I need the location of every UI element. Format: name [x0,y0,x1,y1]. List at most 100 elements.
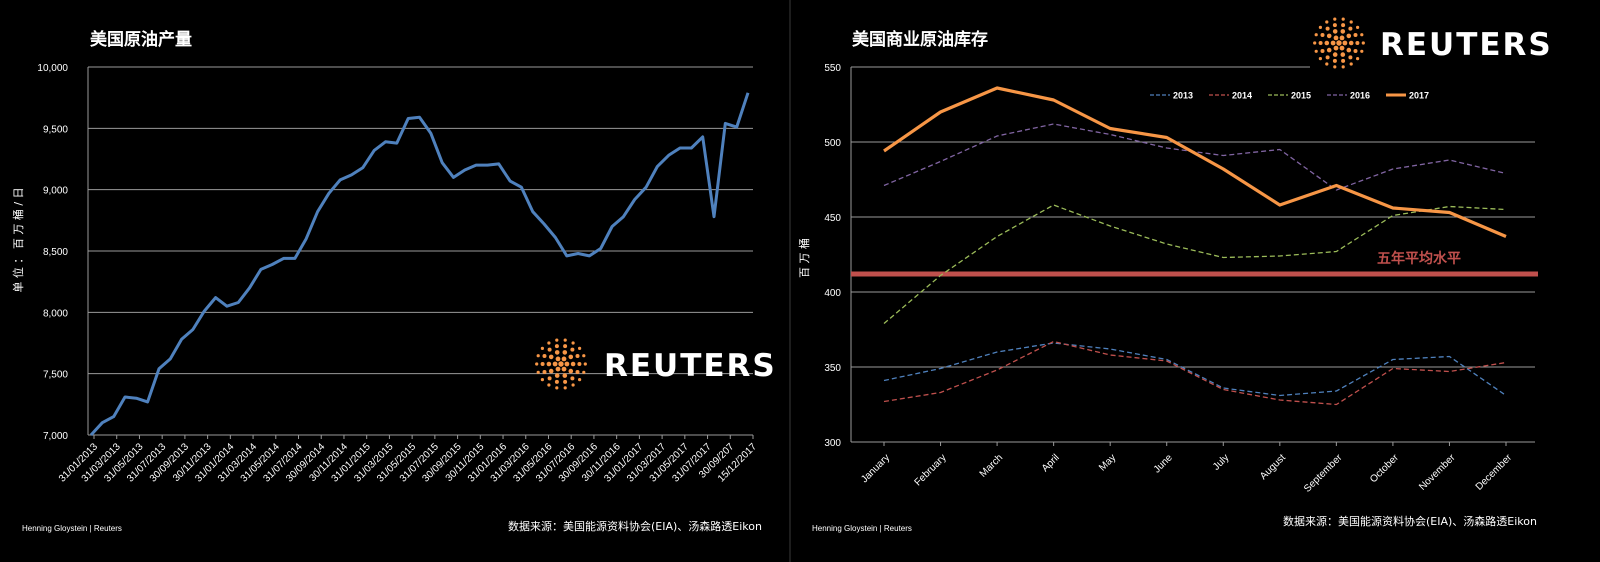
logo-dot [547,376,552,381]
chart-right-y-label: 百 万 桶 [797,238,811,278]
logo-dot [542,370,547,374]
reuters-logo-icon [535,338,587,390]
logo-dot [1360,49,1364,53]
x-tick-label: November [1417,452,1458,493]
y-tick-label: 500 [824,138,841,149]
logo-dot [1313,41,1317,45]
legend-label-2014: 2014 [1232,91,1252,101]
logo-dot [1314,33,1318,37]
logo-dot [568,354,574,360]
y-tick-label: 9,500 [43,124,68,135]
x-tick-label: March [978,452,1005,479]
logo-dot [555,338,559,342]
logo-dot [1320,33,1325,37]
logo-dot [1353,33,1358,37]
logo-dot [554,373,560,378]
logo-dot [562,373,568,378]
logo-dot [561,356,567,362]
y-tick-label: 400 [824,288,841,299]
logo-dot [547,347,552,352]
logo-dot [548,354,554,360]
logo-dot [1339,45,1345,51]
y-tick-label: 450 [824,213,841,224]
logo-dot [578,346,582,350]
reuters-logo-icon [1313,17,1365,69]
logo-dot [547,383,551,387]
logo-dot [554,344,559,349]
chart-left-credit: Henning Gloystein | Reuters [22,524,122,533]
x-tick-label: December [1474,452,1515,493]
x-tick-label: May [1097,452,1118,473]
chart-left-title: 美国原油产量 [90,29,192,50]
logo-dot [1341,17,1345,21]
y-tick-label: 8,000 [43,308,68,319]
logo-dot [552,361,558,367]
logo-dot [1318,25,1322,29]
logo-dot [582,354,586,358]
logo-dot [561,366,567,372]
logo-dot [536,354,540,358]
logo-dot [563,379,568,384]
logo-dot [563,344,568,349]
logo-dot [554,379,559,384]
logo-dot [1325,55,1330,60]
logo-dot [555,386,559,390]
logo-dot [1346,33,1352,39]
logo-dot [578,378,582,382]
x-tick-label: June [1152,452,1175,475]
chart-right: 美国商业原油库存 300 350 400 450 500 550 January Febru… [797,14,1551,533]
legend-label-2013: 2013 [1173,91,1193,101]
logo-dot [1341,23,1346,28]
y-tick-label: 7,000 [43,431,68,442]
y-tick-label: 9,000 [43,186,68,197]
logo-dot [1314,49,1318,53]
logo-dot [1356,57,1360,61]
x-tick-label: April [1040,452,1062,474]
logo-dot [1340,29,1346,34]
series-line-2015 [883,204,1507,324]
y-tick-label: 8,500 [43,247,68,258]
y-tick-label: 7,500 [43,370,68,381]
reuters-wordmark: REUTERS [604,348,777,384]
logo-dot [1360,33,1364,37]
logo-dot [1341,58,1346,63]
legend-label-2016: 2016 [1350,91,1370,101]
logo-dot [1332,29,1338,34]
logo-dot [1346,47,1352,53]
logo-dot [1349,20,1353,24]
chart-right-gridlines [850,66,1535,443]
chart-right-legend: 2013 2014 2015 2016 2017 [1150,91,1429,101]
logo-dot [548,368,554,374]
logo-dot [1325,20,1329,24]
logo-dot [568,368,574,374]
legend-label-2015: 2015 [1291,91,1311,101]
logo-dot [555,356,561,362]
y-tick-label: 300 [824,438,841,449]
chart-left-y-label: 单 位 ： 百 万 桶 / 日 [11,187,25,292]
logo-dot [575,370,580,374]
chart-left-series-line [89,92,750,437]
logo-dot [1353,49,1358,53]
logo-dot [1325,26,1330,31]
logo-dot [1336,40,1342,46]
chart-right-x-ticks: January February March April May June July Augu… [859,442,1515,495]
logo-dot [570,347,575,352]
logo-dot [540,362,545,366]
logo-dot [535,362,539,366]
x-tick-label: September [1302,452,1345,495]
logo-dot [571,383,575,387]
logo-dot [563,386,567,390]
chart-right-series [883,86,1507,406]
y-tick-label: 550 [824,63,841,74]
series-line-2017 [883,86,1507,238]
y-tick-label: 10,000 [37,63,68,74]
logo-dot [1355,41,1360,45]
logo-dot [1325,62,1329,66]
logo-dot [540,378,545,382]
logo-dot [1324,40,1330,46]
chart-left-x-ticks: 31/01/201331/03/201331/05/201331/07/2013… [57,435,759,485]
chart-right-credit: Henning Gloystein | Reuters [812,524,912,533]
x-tick-label: February [913,452,949,488]
logo-dot [558,361,564,367]
